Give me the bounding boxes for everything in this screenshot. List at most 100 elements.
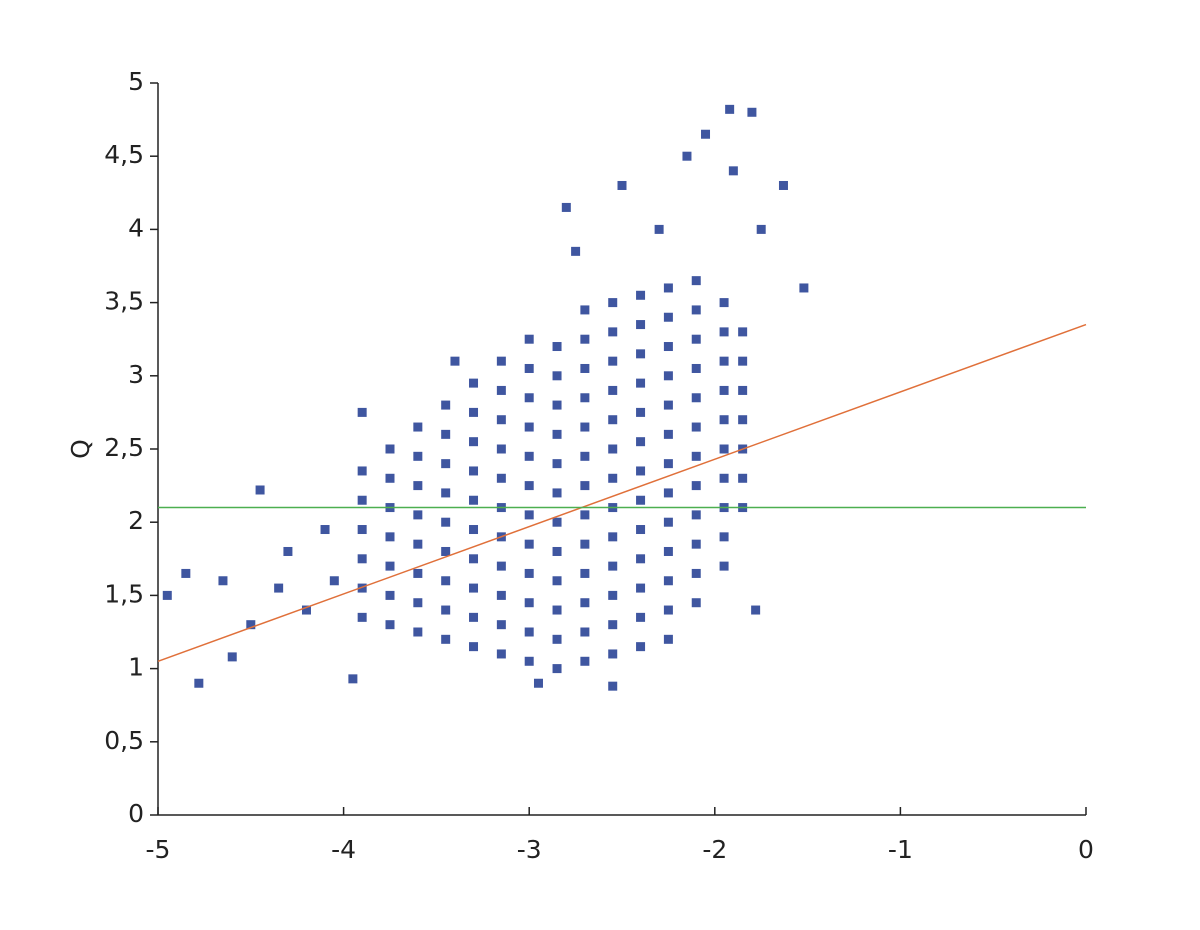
scatter-point [450, 356, 460, 366]
scatter-point [636, 407, 646, 417]
scatter-point [608, 590, 618, 600]
scatter-point [636, 349, 646, 359]
scatter-point [580, 481, 590, 491]
scatter-point [413, 422, 423, 432]
scatter-point [552, 517, 562, 527]
scatter-point [663, 371, 673, 381]
scatter-point [496, 385, 506, 395]
scatter-point [441, 517, 451, 527]
x-tick-label: -3 [517, 835, 542, 864]
scatter-point [654, 224, 664, 234]
scatter-point [283, 546, 293, 556]
scatter-point [552, 576, 562, 586]
scatter-point [552, 342, 562, 352]
scatter-point [524, 481, 534, 491]
scatter-point [663, 400, 673, 410]
scatter-point [524, 627, 534, 637]
scatter-point [329, 576, 339, 586]
scatter-point [691, 363, 701, 373]
scatter-point [524, 598, 534, 608]
scatter-point [218, 576, 228, 586]
scatter-point [469, 378, 479, 388]
scatter-point [496, 444, 506, 454]
scatter-point [194, 678, 204, 688]
scatter-point [719, 298, 729, 308]
x-tick-label: -2 [702, 835, 727, 864]
scatter-point [691, 393, 701, 403]
scatter-point [496, 561, 506, 571]
scatter-point [496, 415, 506, 425]
scatter-point [580, 451, 590, 461]
scatter-point [441, 546, 451, 556]
scatter-point [357, 554, 367, 564]
scatter-point [524, 334, 534, 344]
y-tick-label: 0 [128, 799, 144, 828]
y-tick-label: 3,5 [104, 287, 144, 316]
scatter-point [691, 305, 701, 315]
scatter-point [691, 334, 701, 344]
scatter-point [469, 525, 479, 535]
scatter-point [636, 320, 646, 330]
scatter-point [469, 583, 479, 593]
scatter-point [385, 444, 395, 454]
scatter-point [691, 510, 701, 520]
scatter-point [663, 429, 673, 439]
scatter-point [725, 104, 735, 114]
scatter-point [738, 356, 748, 366]
scatter-point [441, 605, 451, 615]
scatter-point [580, 539, 590, 549]
scatter-point [552, 371, 562, 381]
scatter-point [580, 305, 590, 315]
scatter-point [496, 620, 506, 630]
scatter-point [496, 649, 506, 659]
scatter-point [608, 649, 618, 659]
scatter-point [691, 451, 701, 461]
scatter-point [469, 642, 479, 652]
scatter-point [691, 568, 701, 578]
scatter-point [663, 459, 673, 469]
scatter-point [162, 590, 172, 600]
scatter-point [571, 246, 581, 256]
scatter-point [357, 583, 367, 593]
scatter-point [552, 400, 562, 410]
scatter-point [469, 612, 479, 622]
y-tick-label: 4,5 [104, 140, 144, 169]
scatter-point [799, 283, 809, 293]
scatter-point [181, 568, 191, 578]
scatter-point [441, 400, 451, 410]
scatter-point [608, 415, 618, 425]
scatter-point [357, 495, 367, 505]
scatter-point [413, 481, 423, 491]
scatter-point [719, 415, 729, 425]
scatter-point [496, 356, 506, 366]
scatter-point [524, 539, 534, 549]
scatter-point [663, 546, 673, 556]
scatter-point [524, 393, 534, 403]
scatter-point [636, 554, 646, 564]
scatter-point [719, 561, 729, 571]
scatter-point [524, 422, 534, 432]
scatter-point [636, 583, 646, 593]
scatter-point [385, 561, 395, 571]
scatter-point [385, 532, 395, 542]
scatter-point [561, 202, 571, 212]
scatter-point [496, 590, 506, 600]
scatter-point [580, 598, 590, 608]
scatter-point [552, 459, 562, 469]
scatter-point [348, 674, 358, 684]
scatter-point [552, 546, 562, 556]
scatter-point [413, 627, 423, 637]
scatter-point [580, 422, 590, 432]
scatter-point [608, 473, 618, 483]
scatter-point [719, 532, 729, 542]
scatter-point [255, 485, 265, 495]
scatter-point [246, 620, 256, 630]
scatter-point [469, 495, 479, 505]
scatter-point [469, 437, 479, 447]
scatter-point [469, 407, 479, 417]
scatter-point [552, 664, 562, 674]
y-tick-label: 4 [128, 213, 144, 242]
scatter-point [357, 407, 367, 417]
scatter-point [636, 466, 646, 476]
